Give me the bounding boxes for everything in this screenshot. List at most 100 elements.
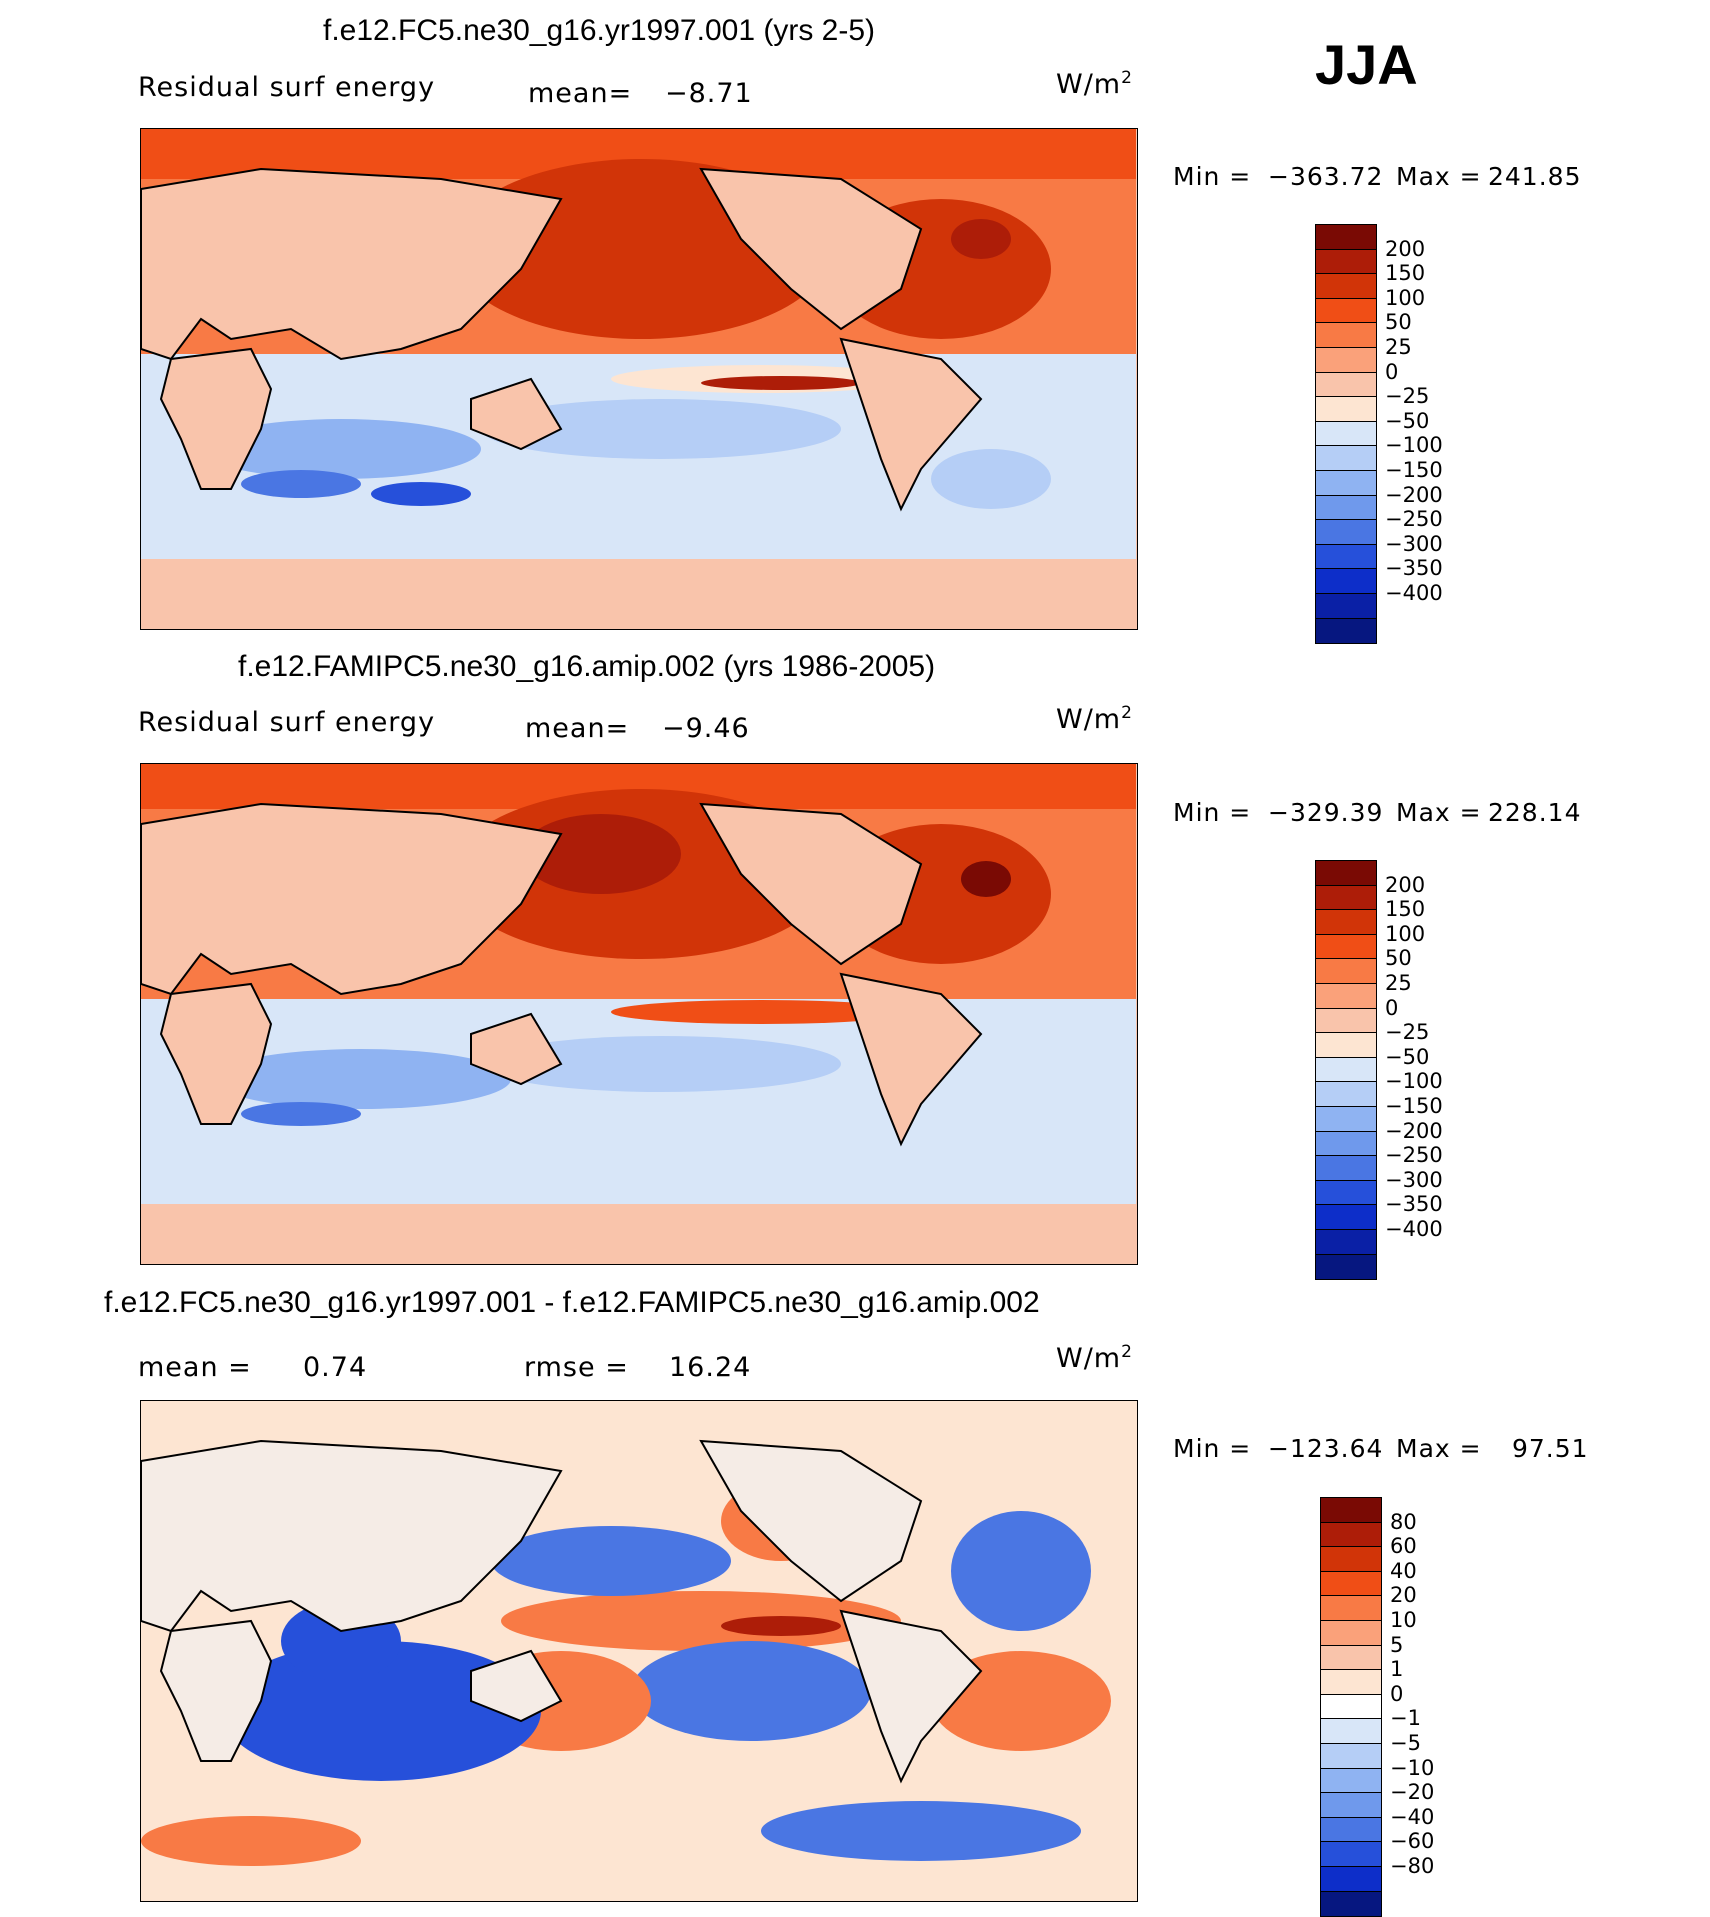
colorbar-tick-label: −25 (1385, 384, 1430, 409)
colorbar-swatch (1320, 1497, 1382, 1524)
colorbar-swatch (1320, 1644, 1382, 1671)
colorbar-swatch (1320, 1570, 1382, 1597)
colorbar-tick-label: −25 (1385, 1020, 1430, 1045)
colorbar-swatch (1320, 1693, 1382, 1720)
colorbar-swatch (1315, 494, 1377, 521)
colorbar-tick-label: 0 (1385, 359, 1399, 384)
panel1-mean-value: −8.71 (665, 78, 753, 109)
colorbar-swatch (1315, 420, 1377, 447)
colorbar-tick-label: −80 (1390, 1854, 1435, 1878)
colorbar-tick-label: −10 (1390, 1755, 1435, 1780)
colorbar-swatch (1320, 1620, 1382, 1647)
panel2-max-label: Max = (1396, 798, 1482, 827)
colorbar-tick-label: 20 (1390, 1583, 1417, 1608)
colorbar-tick-label: −250 (1385, 1143, 1443, 1168)
colorbar-swatch (1315, 1007, 1377, 1034)
colorbar-swatch (1315, 1229, 1377, 1256)
colorbar-tick-label: 100 (1385, 285, 1426, 310)
panel2-title: f.e12.FAMIPC5.ne30_g16.amip.002 (yrs 198… (238, 650, 936, 683)
colorbar-swatch (1320, 1521, 1382, 1548)
colorbar-tick-label: −50 (1385, 1044, 1430, 1069)
colorbar-swatch (1315, 617, 1377, 644)
colorbar-tick-label: −200 (1385, 482, 1443, 507)
panel2-max-value: 228.14 (1488, 798, 1582, 827)
colorbar-swatch (1315, 322, 1377, 349)
colorbar-swatch (1315, 371, 1377, 398)
colorbar-tick-label: 200 (1385, 236, 1426, 261)
colorbar-tick-label: 100 (1385, 921, 1426, 946)
colorbar-swatch (1315, 396, 1377, 423)
colorbar-swatch (1315, 1253, 1377, 1280)
colorbar-tick-label: 10 (1390, 1608, 1417, 1632)
colorbar-swatch (1320, 1792, 1382, 1819)
colorbar-swatch (1315, 860, 1377, 887)
colorbar-tick-label: 80 (1390, 1509, 1417, 1534)
colorbar-swatch (1320, 1743, 1382, 1770)
panel1-mean-label: mean= (528, 78, 633, 109)
panel3-mean-label: mean = (138, 1352, 252, 1383)
panel3-min-label: Min = (1173, 1434, 1252, 1463)
colorbar-tick-label: −150 (1385, 458, 1443, 482)
colorbar-tick-label: −100 (1385, 1069, 1443, 1094)
colorbar-tick-label: 0 (1390, 1681, 1404, 1706)
panel3-map (140, 1400, 1138, 1902)
panel1-min-value: −363.72 (1268, 162, 1384, 191)
panel3-min-value: −123.64 (1268, 1434, 1384, 1463)
season-label: JJA (1315, 33, 1418, 96)
colorbar-swatch (1320, 1866, 1382, 1893)
colorbar-swatch (1315, 470, 1377, 497)
panel3-rmse-label: rmse = (524, 1352, 629, 1383)
colorbar-tick-label: −350 (1385, 556, 1443, 581)
colorbar-tick-label: 50 (1385, 310, 1412, 335)
colorbar-swatch (1315, 568, 1377, 595)
colorbar-tick-label: −350 (1385, 1192, 1443, 1217)
panel3-colorbar: 80 60 40 20 10 5 1 0 −1 −5 −10 −20 −40 −60 −80 (1320, 1497, 1434, 1917)
panel3-max-value: 97.51 (1512, 1434, 1589, 1463)
colorbar-swatch (1315, 273, 1377, 300)
colorbar-tick-label: 1 (1390, 1657, 1404, 1682)
panel2-min-value: −329.39 (1268, 798, 1384, 827)
colorbar-swatch (1315, 983, 1377, 1010)
colorbar-tick-label: 200 (1385, 872, 1426, 897)
panel1-max-value: 241.85 (1488, 162, 1582, 191)
panel3-title: f.e12.FC5.ne30_g16.yr1997.001 - f.e12.FA… (104, 1286, 1040, 1319)
colorbar-swatch (1315, 1106, 1377, 1133)
colorbar-swatch (1315, 593, 1377, 620)
colorbar-tick-label: −200 (1385, 1118, 1443, 1143)
colorbar-tick-label: −100 (1385, 433, 1443, 458)
colorbar-tick-label: −250 (1385, 507, 1443, 532)
colorbar-tick-label: −50 (1385, 408, 1430, 433)
colorbar-tick-label: −300 (1385, 1167, 1443, 1192)
colorbar-tick-label: −150 (1385, 1094, 1443, 1118)
colorbar-tick-label: −300 (1385, 531, 1443, 556)
colorbar-tick-label: 25 (1385, 335, 1412, 359)
colorbar-tick-label: 25 (1385, 971, 1412, 995)
panel2-units: W/m2 (1056, 703, 1133, 735)
panel2-map-field (141, 764, 1136, 1263)
panel1-variable-label: Residual surf energy (138, 72, 436, 103)
colorbar-tick-label: −20 (1390, 1780, 1435, 1805)
colorbar-tick-label: 50 (1385, 946, 1412, 971)
colorbar-tick-label: −60 (1390, 1829, 1435, 1854)
panel3-map-field (141, 1401, 1136, 1900)
colorbar-swatch (1320, 1595, 1382, 1622)
colorbar-swatch (1315, 347, 1377, 374)
colorbar-swatch (1315, 224, 1377, 251)
colorbar-tick-label: −1 (1390, 1706, 1421, 1731)
panel1-map-field (141, 129, 1136, 628)
colorbar-tick-label: 60 (1390, 1534, 1417, 1559)
colorbar-tick-label: 0 (1385, 995, 1399, 1020)
colorbar-swatch (1315, 445, 1377, 472)
colorbar-swatch (1315, 1179, 1377, 1206)
colorbar-swatch (1315, 1081, 1377, 1108)
panel2-mean-value: −9.46 (662, 713, 750, 744)
colorbar-tick-label: 150 (1385, 897, 1426, 922)
colorbar-swatch (1315, 297, 1377, 324)
panel2-mean-label: mean= (525, 713, 630, 744)
colorbar-tick-label: −400 (1385, 1217, 1443, 1241)
colorbar-tick-label: 5 (1390, 1632, 1404, 1657)
colorbar-swatch (1320, 1767, 1382, 1794)
panel3-max-label: Max = (1396, 1434, 1482, 1463)
panel2-min-label: Min = (1173, 798, 1252, 827)
panel1-colorbar: 200 150 100 50 25 0 −25 −50 −100 −150 −200 −250 −300… (1315, 224, 1443, 644)
